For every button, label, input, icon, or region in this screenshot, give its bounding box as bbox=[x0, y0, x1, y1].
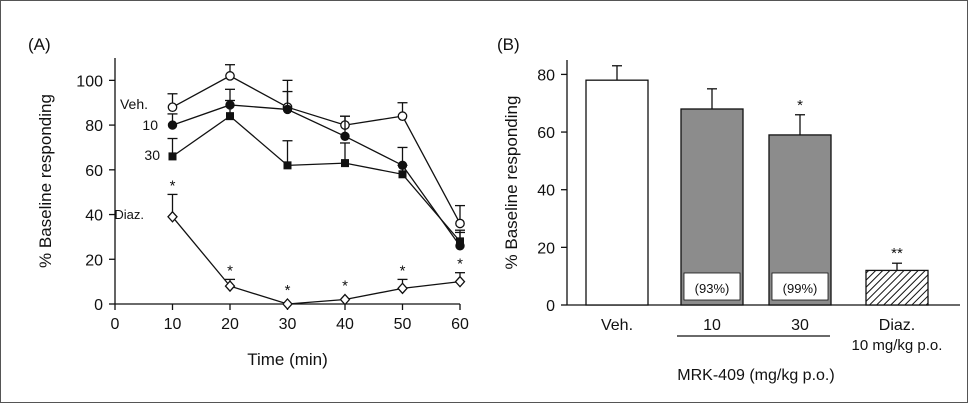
data-point bbox=[282, 104, 293, 115]
data-point bbox=[226, 112, 234, 121]
data-point bbox=[224, 280, 236, 293]
y-tick-label-b: 20 bbox=[537, 240, 555, 257]
significance-star: * bbox=[227, 262, 233, 279]
y-tick-label-a: 80 bbox=[85, 118, 103, 135]
category-label: Diaz. bbox=[879, 317, 915, 334]
occupancy-label: (93%) bbox=[695, 281, 730, 296]
series-label: Diaz. bbox=[114, 207, 144, 222]
data-point bbox=[167, 120, 178, 130]
category-sublabel: 10 mg/kg p.o. bbox=[852, 337, 943, 354]
occupancy-box bbox=[771, 272, 829, 301]
y-tick-label-a: 100 bbox=[76, 73, 103, 90]
panel-label-b: (B) bbox=[497, 35, 520, 54]
category-label: Veh. bbox=[601, 317, 633, 334]
y-tick-label-b: 40 bbox=[537, 183, 555, 200]
significance-star: * bbox=[400, 262, 406, 279]
y-tick-label-a: 60 bbox=[85, 163, 103, 180]
series-3: 30 bbox=[144, 99, 465, 246]
data-point bbox=[167, 210, 178, 223]
significance-star: * bbox=[342, 278, 348, 295]
bar bbox=[585, 79, 649, 306]
panel-b-bar-chart: (B) 0 20 40 60 80 % Baseline responding Veh. (93… bbox=[497, 35, 960, 384]
series-label: 30 bbox=[144, 147, 160, 163]
data-point bbox=[340, 131, 350, 141]
data-point bbox=[454, 275, 466, 288]
data-point bbox=[282, 298, 293, 310]
x-tick-label-a: 0 bbox=[111, 316, 120, 333]
x-tick-label-a: 60 bbox=[451, 316, 469, 333]
series-line bbox=[171, 216, 461, 305]
series-line bbox=[172, 115, 461, 242]
y-axis-label-a: % Baseline responding bbox=[36, 94, 55, 268]
y-tick-label-b: 60 bbox=[537, 125, 555, 142]
y-tick-label-b: 80 bbox=[537, 67, 555, 84]
x-tick-label-a: 30 bbox=[279, 316, 297, 333]
data-point bbox=[168, 152, 177, 161]
y-tick-label-b: 0 bbox=[546, 298, 555, 315]
data-point bbox=[341, 159, 349, 168]
series-line bbox=[172, 104, 461, 247]
panel-a-line-chart: (A) 0 10 20 30 40 50 60 0 20 40 60 80 100 Time (min) % … bbox=[28, 35, 469, 369]
data-point bbox=[167, 102, 178, 113]
significance-star: * bbox=[457, 256, 463, 273]
x-axis-label-a: Time (min) bbox=[247, 350, 328, 369]
x-axis-label-b: MRK-409 (mg/kg p.o.) bbox=[677, 367, 834, 384]
series-label: Veh. bbox=[120, 96, 148, 112]
category-label: 10 bbox=[703, 317, 721, 334]
bar bbox=[680, 108, 744, 306]
significance-star: * bbox=[285, 282, 291, 299]
bar bbox=[865, 269, 929, 306]
panel-label-a: (A) bbox=[28, 35, 51, 54]
data-point bbox=[397, 111, 408, 121]
category-label: 30 bbox=[791, 317, 809, 334]
occupancy-box bbox=[683, 272, 741, 301]
y-tick-label-a: 20 bbox=[85, 252, 103, 269]
data-point bbox=[283, 161, 292, 170]
significance-star: ** bbox=[891, 245, 903, 262]
x-tick-label-a: 40 bbox=[336, 316, 354, 333]
data-point bbox=[397, 282, 408, 295]
data-point bbox=[398, 170, 407, 179]
data-point bbox=[455, 218, 465, 229]
data-point bbox=[339, 293, 351, 306]
y-axis-label-b: % Baseline responding bbox=[502, 96, 521, 270]
data-point bbox=[456, 237, 464, 246]
y-tick-label-a: 0 bbox=[94, 297, 103, 314]
significance-star: * bbox=[170, 177, 176, 194]
significance-star: * bbox=[797, 97, 803, 114]
occupancy-label: (99%) bbox=[783, 281, 818, 296]
series-line bbox=[172, 75, 461, 224]
data-point bbox=[225, 71, 235, 81]
x-tick-label-a: 20 bbox=[221, 316, 239, 333]
series-4: * * * * * * Diaz. bbox=[114, 177, 466, 310]
y-tick-label-a: 40 bbox=[85, 208, 103, 225]
x-tick-label-a: 10 bbox=[164, 316, 182, 333]
x-tick-label-a: 50 bbox=[394, 316, 412, 333]
series-label: 10 bbox=[142, 117, 158, 133]
